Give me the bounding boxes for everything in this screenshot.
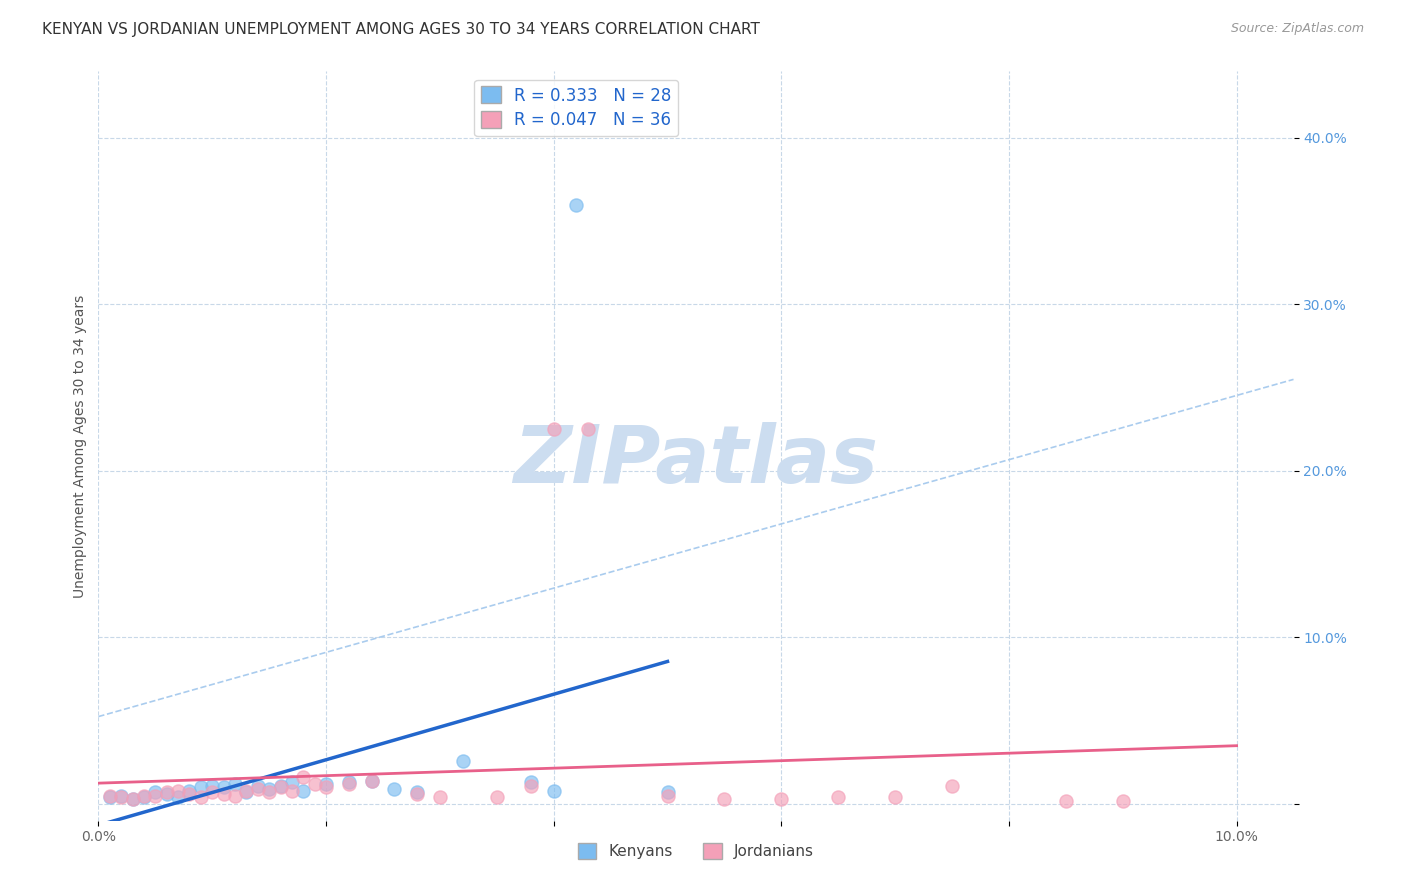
Point xyxy=(201,785,224,799)
Point xyxy=(360,773,382,788)
Point xyxy=(121,792,143,806)
Point xyxy=(337,775,360,789)
Point xyxy=(1054,794,1077,808)
Point xyxy=(212,787,235,801)
Point xyxy=(1112,794,1135,808)
Point xyxy=(281,775,304,789)
Point xyxy=(429,790,451,805)
Legend: Kenyans, Jordanians: Kenyans, Jordanians xyxy=(572,838,820,865)
Point xyxy=(143,785,166,799)
Point xyxy=(565,197,588,211)
Point xyxy=(110,789,132,803)
Point xyxy=(337,777,360,791)
Point xyxy=(235,785,257,799)
Y-axis label: Unemployment Among Ages 30 to 34 years: Unemployment Among Ages 30 to 34 years xyxy=(73,294,87,598)
Point xyxy=(304,777,326,791)
Point xyxy=(941,779,963,793)
Point xyxy=(167,790,190,805)
Point xyxy=(827,790,849,805)
Point xyxy=(770,792,793,806)
Point xyxy=(224,777,246,791)
Point xyxy=(292,783,315,797)
Point xyxy=(315,777,337,791)
Point xyxy=(657,789,679,803)
Point xyxy=(246,779,269,793)
Point xyxy=(406,785,429,799)
Point xyxy=(576,422,599,436)
Point xyxy=(201,779,224,793)
Point xyxy=(451,754,474,768)
Point xyxy=(270,780,292,795)
Point xyxy=(257,782,280,797)
Point xyxy=(292,770,315,784)
Point xyxy=(543,422,565,436)
Point xyxy=(884,790,907,805)
Point xyxy=(485,790,508,805)
Point xyxy=(713,792,735,806)
Point xyxy=(657,785,679,799)
Point xyxy=(520,779,543,793)
Point xyxy=(382,782,405,797)
Point xyxy=(156,787,179,801)
Point xyxy=(246,782,269,797)
Point xyxy=(132,789,155,803)
Text: ZIPatlas: ZIPatlas xyxy=(513,422,879,500)
Text: KENYAN VS JORDANIAN UNEMPLOYMENT AMONG AGES 30 TO 34 YEARS CORRELATION CHART: KENYAN VS JORDANIAN UNEMPLOYMENT AMONG A… xyxy=(42,22,761,37)
Point xyxy=(110,790,132,805)
Point xyxy=(520,775,543,789)
Point xyxy=(543,783,565,797)
Point xyxy=(190,790,212,805)
Point xyxy=(315,780,337,795)
Point xyxy=(167,783,190,797)
Point xyxy=(212,780,235,795)
Point xyxy=(98,789,121,803)
Point xyxy=(406,787,429,801)
Point xyxy=(179,783,201,797)
Point xyxy=(156,785,179,799)
Point xyxy=(132,790,155,805)
Point xyxy=(281,783,304,797)
Point xyxy=(143,789,166,803)
Point xyxy=(121,792,143,806)
Point xyxy=(270,779,292,793)
Point xyxy=(257,785,280,799)
Point xyxy=(190,780,212,795)
Point xyxy=(224,789,246,803)
Point xyxy=(235,783,257,797)
Point xyxy=(360,773,382,788)
Text: Source: ZipAtlas.com: Source: ZipAtlas.com xyxy=(1230,22,1364,36)
Point xyxy=(179,787,201,801)
Point xyxy=(98,790,121,805)
